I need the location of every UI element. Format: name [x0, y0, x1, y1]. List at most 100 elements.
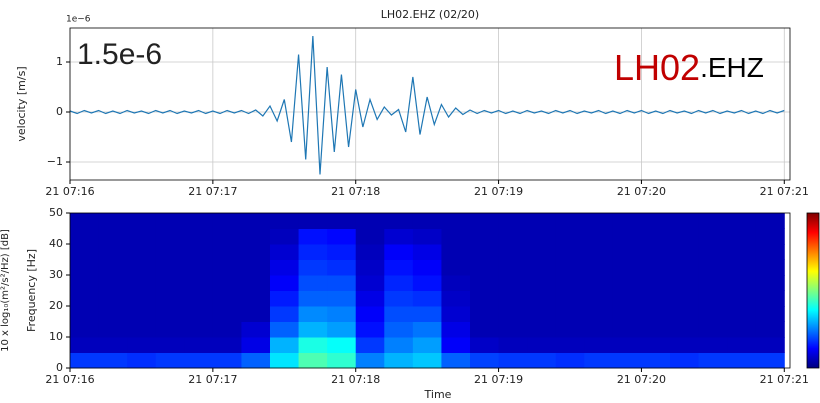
y-tick-label: 0	[56, 361, 63, 374]
spectrogram-cell	[470, 306, 499, 322]
spectrogram-cell	[270, 244, 299, 260]
spectrogram-cell	[327, 291, 356, 307]
x-tick-label: 21 07:17	[188, 373, 237, 386]
spectrogram-cell	[727, 337, 756, 353]
spectrogram-cell	[470, 229, 499, 245]
colorbar-label: 10 x log₁₀(m²/s²/Hz) [dB]	[0, 229, 11, 352]
spectrogram-cell	[441, 229, 470, 245]
spectrogram-cell	[127, 260, 156, 276]
spectrogram-cell	[499, 260, 528, 276]
spectrogram-cell	[356, 229, 385, 245]
spectrogram-cell	[670, 275, 699, 291]
annotation: LH02	[614, 47, 700, 88]
spectrogram-cell	[184, 260, 213, 276]
spectrogram-cell	[641, 337, 670, 353]
spectrogram-cell	[527, 306, 556, 322]
spectrogram-cell	[413, 337, 442, 353]
spectrogram-cell	[270, 291, 299, 307]
spectrogram-cell	[556, 353, 585, 369]
spectrogram-cell	[356, 275, 385, 291]
spectrogram-cell	[327, 275, 356, 291]
spectrogram-cell	[727, 291, 756, 307]
spectrogram-cell	[441, 322, 470, 338]
spectrogram-cell	[299, 291, 328, 307]
spectrogram-cell	[156, 353, 185, 369]
spectrogram-cell	[127, 229, 156, 245]
spectrogram-cell	[584, 337, 613, 353]
x-tick-label: 21 07:18	[331, 185, 380, 198]
x-tick-label: 21 07:16	[45, 185, 94, 198]
spectrogram-cell	[184, 229, 213, 245]
spectrogram-cell	[384, 291, 413, 307]
spectrogram-cell	[641, 229, 670, 245]
spectrogram-cell	[613, 337, 642, 353]
spectrogram-cell	[70, 229, 99, 245]
spectrogram-cell	[670, 322, 699, 338]
spectrogram-cell	[213, 260, 242, 276]
spectrogram-cell	[327, 229, 356, 245]
spectrogram-cell	[99, 260, 128, 276]
spectrogram-cell	[499, 322, 528, 338]
spectrogram-cell	[327, 353, 356, 369]
spectrogram-cell	[413, 275, 442, 291]
spectrogram-cell	[127, 244, 156, 260]
spectrogram-cell	[356, 353, 385, 369]
spectrogram-cell	[413, 244, 442, 260]
spectrogram-cell	[270, 353, 299, 369]
spectrogram-cell	[756, 291, 785, 307]
y-tick-label: 1	[56, 55, 63, 68]
spectrogram-cell	[727, 353, 756, 369]
x-axis-label: Time	[424, 388, 452, 401]
spectrogram-cell	[641, 260, 670, 276]
spectrogram-cell	[699, 291, 728, 307]
spectrogram-cell	[584, 213, 613, 229]
spectrogram-cell	[356, 291, 385, 307]
spectrogram-cell	[499, 229, 528, 245]
spectrogram-cell	[213, 353, 242, 369]
chart-title: LH02.EHZ (02/20)	[381, 8, 479, 21]
spectrogram-cell	[499, 275, 528, 291]
spectrogram-cell	[299, 244, 328, 260]
spectrogram-cell	[470, 337, 499, 353]
spectrogram-cell	[413, 229, 442, 245]
spectrogram-cell	[327, 337, 356, 353]
spectrogram-cell	[241, 213, 270, 229]
spectrogram-cell	[156, 337, 185, 353]
spectrogram-cell	[127, 353, 156, 369]
spectrogram-cell	[441, 353, 470, 369]
spectrogram-cell	[613, 244, 642, 260]
spectrogram-cell	[327, 322, 356, 338]
x-tick-label: 21 07:20	[617, 373, 666, 386]
spectrogram-cell	[70, 322, 99, 338]
spectrogram-cell	[99, 244, 128, 260]
spectrogram-cell	[184, 291, 213, 307]
spectrogram-cell	[156, 213, 185, 229]
spectrogram-cell	[441, 244, 470, 260]
spectrogram-cell	[527, 244, 556, 260]
spectrogram-cell	[213, 322, 242, 338]
spectrogram-cell	[756, 244, 785, 260]
spectrogram-cell	[670, 291, 699, 307]
spectrogram-cell	[70, 260, 99, 276]
spectrogram-cell	[556, 260, 585, 276]
spectrogram-cell	[184, 353, 213, 369]
spectrogram-cell	[584, 306, 613, 322]
spectrogram-cell	[699, 213, 728, 229]
spectrogram-cell	[70, 244, 99, 260]
spectrogram-cell	[499, 213, 528, 229]
spectrogram-cell	[584, 229, 613, 245]
spectrogram-cell	[556, 244, 585, 260]
spectrogram-cell	[184, 213, 213, 229]
spectrogram-cell	[556, 322, 585, 338]
spectrogram-cell	[299, 229, 328, 245]
spectrogram-cell	[584, 260, 613, 276]
spectrogram-cell	[299, 337, 328, 353]
spectrogram-cell	[670, 260, 699, 276]
spectrogram-cell	[356, 244, 385, 260]
spectrogram-cell	[499, 337, 528, 353]
spectrogram-cell	[270, 322, 299, 338]
spectrogram-cell	[499, 306, 528, 322]
spectrogram-cell	[299, 353, 328, 369]
spectrogram-cell	[613, 260, 642, 276]
spectrogram-cell	[499, 353, 528, 369]
